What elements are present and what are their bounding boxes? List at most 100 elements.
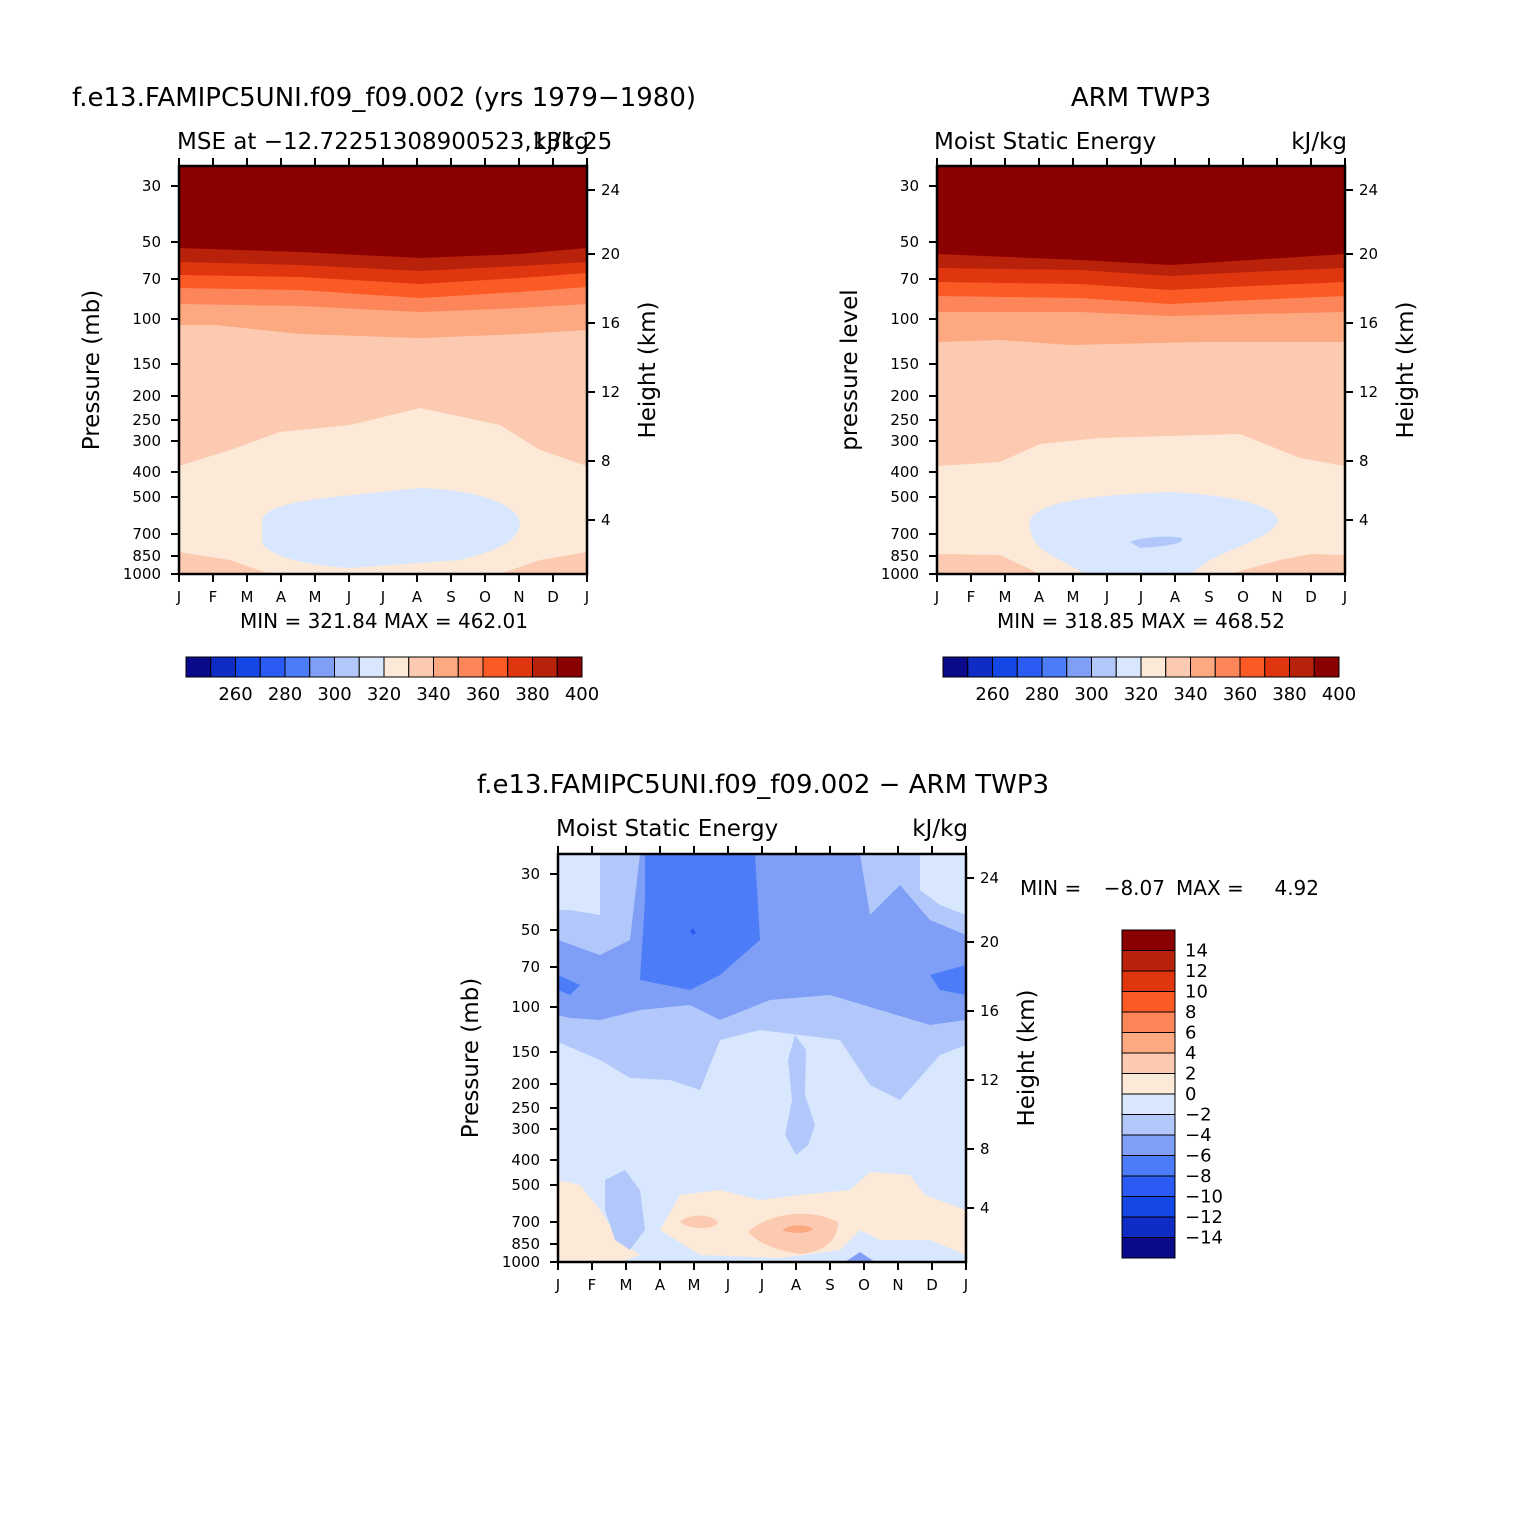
x-tick-label: N xyxy=(1271,588,1282,606)
y-tick-right-label: 24 xyxy=(601,181,620,199)
panel-obs-units: kJ/kg xyxy=(1291,129,1347,155)
y-tick-label: 100 xyxy=(511,998,540,1016)
y-tick-label: 250 xyxy=(890,411,919,429)
x-tick-label: J xyxy=(346,588,351,606)
colorbar-swatch xyxy=(383,656,410,678)
x-tick-label: A xyxy=(276,588,287,606)
colorbar-swatch xyxy=(1041,656,1068,678)
colorbar-label: 8 xyxy=(1185,1002,1196,1023)
colorbar-label: 360 xyxy=(466,684,500,705)
band-fill xyxy=(558,854,600,915)
panel-model-colorbar: 260 280 300 320 340 360 380 400 xyxy=(185,656,599,705)
y-tick-right-label: 20 xyxy=(1359,245,1378,263)
colorbar-label: 300 xyxy=(1074,684,1108,705)
y-axis-right-label: Height (km) xyxy=(1014,989,1040,1126)
x-tick-label: A xyxy=(791,1276,802,1294)
band-fill xyxy=(1130,536,1183,548)
y-tick-right-label: 16 xyxy=(601,314,620,332)
band-fill xyxy=(179,552,270,574)
x-tick-label: A xyxy=(412,588,423,606)
y-tick-label: 850 xyxy=(890,547,919,565)
x-tick-label: J xyxy=(1104,588,1109,606)
y-tick-label: 400 xyxy=(511,1151,540,1169)
colorbar-swatch xyxy=(482,656,509,678)
y-tick-label: 150 xyxy=(132,355,161,373)
y-tick-right-label: 4 xyxy=(1359,511,1369,529)
y-tick-label: 1000 xyxy=(881,565,919,583)
y-tick-label: 50 xyxy=(900,233,919,251)
panel-diff-contours xyxy=(558,854,966,1262)
colorbar-swatch xyxy=(1121,970,1176,992)
x-tick-label: J xyxy=(555,1276,560,1294)
y-tick-right-label: 8 xyxy=(980,1140,990,1158)
colorbar-swatch xyxy=(1066,656,1092,678)
x-tick-label: J xyxy=(380,588,385,606)
panel-obs-subtitle: Moist Static Energy xyxy=(934,129,1156,155)
x-tick-label: S xyxy=(825,1276,835,1294)
band-fill xyxy=(937,166,1345,265)
panel-model-units: kJ/kg xyxy=(533,129,589,155)
colorbar-label: 320 xyxy=(367,684,401,705)
colorbar-swatch xyxy=(334,656,360,678)
panel-obs-colorbar: 260 280 300 320 340 360 380 400 xyxy=(942,656,1356,705)
y-tick-label: 1000 xyxy=(123,565,161,583)
y-tick-label: 30 xyxy=(142,177,161,195)
y-tick-label: 250 xyxy=(132,411,161,429)
x-tick-label: J xyxy=(725,1276,730,1294)
band-fill xyxy=(920,854,966,915)
y-tick-right-label: 20 xyxy=(980,933,999,951)
x-tick-label: A xyxy=(655,1276,666,1294)
colorbar-label: −14 xyxy=(1185,1228,1223,1249)
panel-obs-title: ARM TWP3 xyxy=(1071,83,1211,113)
colorbar-swatch xyxy=(507,656,533,678)
y-tick-label: 70 xyxy=(142,270,161,288)
colorbar-swatch xyxy=(556,656,583,678)
y-tick-label: 70 xyxy=(900,270,919,288)
y-tick-right-label: 4 xyxy=(980,1199,990,1217)
x-tick-label: D xyxy=(926,1276,938,1294)
band-fill xyxy=(845,1252,875,1262)
panel-diff-max-label: MAX = xyxy=(1176,876,1244,900)
colorbar-swatch xyxy=(1214,656,1241,678)
y-tick-label: 200 xyxy=(890,387,919,405)
colorbar-swatch xyxy=(942,656,969,678)
colorbar-swatch xyxy=(1190,656,1216,678)
x-tick-label: D xyxy=(547,588,559,606)
band-fill xyxy=(1230,554,1345,574)
x-tick-label: A xyxy=(1170,588,1181,606)
band-fill xyxy=(680,1215,718,1229)
colorbar-swatch xyxy=(1115,656,1142,678)
y-tick-label: 70 xyxy=(521,958,540,976)
panel-obs-stats: MIN = 318.85 MAX = 468.52 xyxy=(997,609,1285,633)
colorbar-label: 0 xyxy=(1185,1084,1196,1105)
y-axis-label: Pressure (mb) xyxy=(79,290,105,450)
band-fill xyxy=(1029,492,1278,574)
y-tick-label: 850 xyxy=(132,547,161,565)
colorbar-swatch xyxy=(1121,1216,1176,1238)
x-tick-label: F xyxy=(967,588,976,606)
y-tick-right-label: 12 xyxy=(980,1071,999,1089)
y-tick-right-label: 8 xyxy=(601,452,611,470)
colorbar-label: −8 xyxy=(1185,1166,1212,1187)
y-tick-right-label: 12 xyxy=(1359,383,1378,401)
band-fill xyxy=(930,965,966,995)
band-fill xyxy=(605,1170,645,1250)
panel-model-title: f.e13.FAMIPC5UNI.f09_f09.002 (yrs 1979−1… xyxy=(72,83,696,113)
colorbar-label: 2 xyxy=(1185,1064,1196,1085)
band-fill xyxy=(690,928,696,935)
colorbar-swatch xyxy=(1121,1155,1176,1177)
x-tick-label: M xyxy=(688,1276,701,1294)
colorbar-label: 400 xyxy=(565,684,599,705)
colorbar-swatch xyxy=(433,656,459,678)
x-tick-label: S xyxy=(1204,588,1214,606)
colorbar-label: 6 xyxy=(1185,1023,1196,1044)
colorbar-swatch xyxy=(457,656,484,678)
x-tick-label: M xyxy=(1067,588,1080,606)
x-tick-label: S xyxy=(446,588,456,606)
y-tick-label: 700 xyxy=(511,1213,540,1231)
panel-model-axes: J F M A M J J A S O N D J 30 50 70 100 150 200 250 300 400 500… xyxy=(79,158,661,606)
colorbar-swatch xyxy=(992,656,1018,678)
panel-obs-contours xyxy=(937,166,1345,574)
band-fill xyxy=(748,1213,838,1254)
